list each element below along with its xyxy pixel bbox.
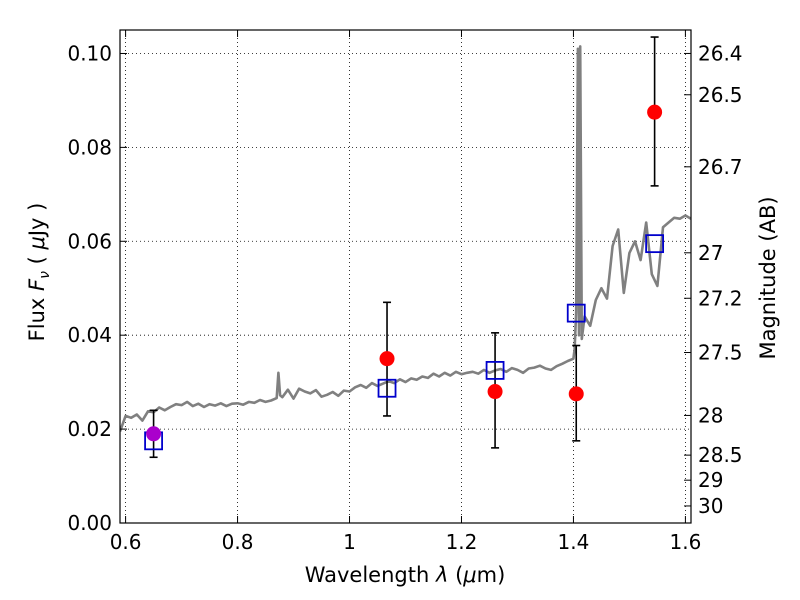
y2-tick-label: 26.5 — [698, 83, 743, 107]
x-tick-label: 0.6 — [110, 530, 142, 554]
model-photometry-square — [377, 378, 397, 398]
observed-flux-point — [647, 104, 663, 120]
model-spectrum-line — [120, 45, 691, 432]
y2-tick-label: 28.5 — [698, 443, 743, 467]
y2-tick-label: 26.4 — [698, 41, 743, 65]
y-tick-label: 0.10 — [67, 41, 112, 65]
y2-tick-label: 27.2 — [698, 286, 743, 310]
y-tick-label: 0.02 — [67, 417, 112, 441]
y2-tick-label: 28 — [698, 403, 723, 427]
model-photometry-square — [645, 234, 665, 254]
y2-axis-label: Magnitude (AB) — [756, 196, 780, 359]
x-tick-label: 1 — [343, 530, 356, 554]
x-tick-label: 0.8 — [222, 530, 254, 554]
y2-tick-label: 26.7 — [698, 155, 743, 179]
y2-tick-label: 30 — [698, 494, 723, 518]
y2-tick-label: 27 — [698, 241, 723, 265]
y2-tick-label: 27.5 — [698, 341, 743, 365]
plot-area — [120, 36, 691, 459]
y-tick-label: 0.04 — [67, 323, 112, 347]
y-tick-label: 0.08 — [67, 135, 112, 159]
axis-ticks: 0.6 0.8 1 1.2 1.4 1.6 0.00 0.02 0.04 0.06 0.08 0.10… — [67, 30, 743, 554]
x-tick-label: 1.6 — [669, 530, 701, 554]
y-tick-label: 0.06 — [67, 229, 112, 253]
y-tick-label: 0.00 — [67, 511, 112, 535]
observed-flux-point — [379, 351, 395, 367]
y-axis-label: Flux Fν ( μJy ) — [25, 203, 53, 342]
observed-flux-point — [487, 384, 503, 400]
observed-flux-point — [568, 386, 584, 402]
x-axis-label: Wavelength λ (μm) — [305, 563, 506, 587]
x-tick-label: 1.2 — [446, 530, 478, 554]
model-photometry-square — [566, 303, 586, 323]
observed-flux-point — [146, 426, 162, 442]
plot-frame — [119, 29, 692, 524]
model-photometry-square — [485, 361, 505, 380]
y2-tick-label: 29 — [698, 468, 723, 492]
x-tick-label: 1.4 — [558, 530, 590, 554]
